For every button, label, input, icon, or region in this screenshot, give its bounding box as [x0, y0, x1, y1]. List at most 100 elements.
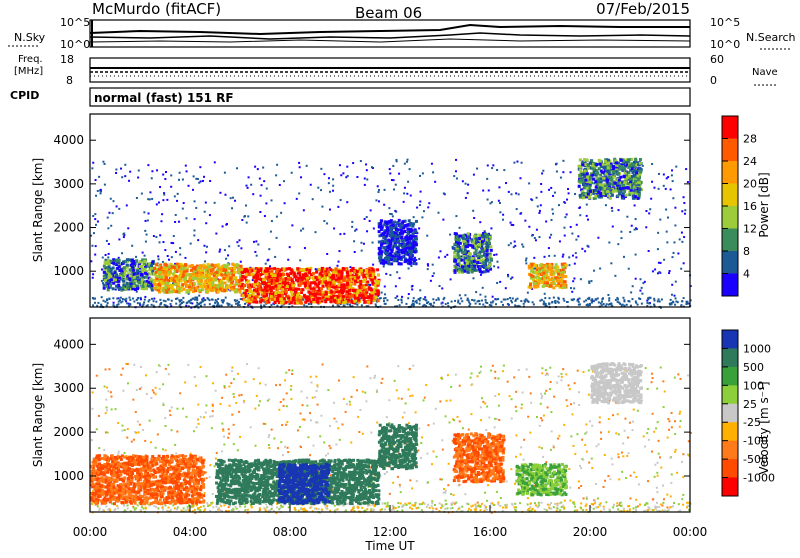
echo-cell: [158, 271, 161, 274]
noise-echo: [648, 250, 650, 252]
echo-cell: [312, 298, 315, 301]
ground-scatter-echo: [303, 304, 305, 306]
noise-echo: [144, 296, 146, 298]
echo-cell: [192, 277, 195, 280]
noise-echo: [194, 218, 196, 220]
colorbar-tick-label: 24: [743, 155, 757, 168]
noise-echo: [107, 217, 109, 219]
echo-cell: [133, 282, 136, 285]
noise-echo: [381, 292, 383, 294]
noise-echo: [252, 279, 254, 281]
ground-scatter-echo: [610, 302, 612, 304]
echo-cell: [305, 297, 308, 300]
noise-echo: [310, 184, 312, 186]
echo-cell: [216, 274, 219, 277]
ground-scatter-echo: [171, 300, 173, 302]
noise-echo: [204, 211, 206, 213]
noise-echo: [462, 180, 464, 182]
noise-echo: [531, 235, 533, 237]
ground-scatter-echo: [106, 304, 108, 306]
noise-echo: [412, 285, 414, 287]
echo-cell: [144, 283, 147, 286]
noise-echo: [666, 231, 668, 233]
echo-cell: [480, 255, 483, 258]
echo-cell: [615, 161, 618, 164]
echo-cell: [337, 280, 340, 283]
noise-echo: [649, 208, 651, 210]
noise-echo: [349, 266, 351, 268]
echo-cell: [117, 262, 120, 265]
echo-cell: [132, 285, 135, 288]
echo-cell: [632, 182, 635, 185]
noise-echo: [515, 410, 517, 412]
noise-echo: [684, 209, 686, 211]
noise-echo: [340, 174, 342, 176]
echo-cell: [324, 277, 327, 280]
ground-scatter-echo: [447, 302, 449, 304]
freq-label-line1: Freq.: [18, 54, 43, 65]
echo-cell: [466, 262, 469, 265]
noise-echo: [548, 247, 550, 249]
ground-scatter-echo: [196, 302, 198, 304]
noise-echo: [685, 168, 687, 170]
ground-scatter-echo: [308, 303, 310, 305]
cpid-value: normal (fast) 151 RF: [94, 91, 234, 105]
ground-scatter-echo: [231, 305, 233, 307]
noise-echo: [371, 166, 373, 168]
ground-scatter-echo: [349, 304, 351, 306]
noise-echo: [568, 192, 570, 194]
ground-scatter-echo: [475, 303, 477, 305]
echo-cell: [279, 284, 282, 287]
echo-cell: [346, 270, 349, 273]
noise-echo: [389, 274, 391, 276]
noise-echo: [630, 291, 632, 293]
echo-cell: [175, 290, 178, 293]
echo-cell: [182, 267, 185, 270]
ground-scatter-echo: [457, 300, 459, 302]
echo-cell: [639, 162, 642, 165]
ground-scatter-echo: [126, 302, 128, 304]
ground-scatter-echo: [587, 303, 589, 305]
noise-echo: [336, 421, 338, 423]
echo-cell: [224, 269, 227, 272]
echo-cell: [230, 281, 233, 284]
noise-echo: [291, 224, 293, 226]
noise-echo: [403, 192, 405, 194]
noise-echo: [179, 247, 181, 249]
echo-cell: [235, 279, 238, 282]
echo-cell: [117, 280, 120, 283]
echo-cell: [195, 277, 198, 280]
echo-cell: [374, 293, 377, 296]
noise-echo: [521, 243, 523, 245]
echo-cell: [270, 286, 273, 289]
noise-echo: [488, 189, 490, 191]
noise-echo: [332, 185, 334, 187]
noise-echo: [104, 184, 106, 186]
echo-cell: [588, 196, 591, 199]
echo-cell: [634, 158, 637, 161]
echo-cell: [185, 264, 188, 267]
noise-echo: [143, 211, 145, 213]
ground-scatter-echo: [583, 301, 585, 303]
noise-echo: [156, 169, 158, 171]
echo-cell: [308, 284, 311, 287]
echo-cell: [164, 286, 167, 289]
echo-cell: [217, 290, 220, 293]
ground-scatter-echo: [591, 298, 593, 300]
echo-cell: [409, 244, 412, 247]
echo-cell: [624, 172, 627, 175]
noise-echo: [542, 456, 544, 458]
noise-echo: [635, 278, 637, 280]
noise-echo: [363, 243, 365, 245]
noise-echo: [551, 208, 553, 210]
ground-scatter-echo: [379, 297, 381, 299]
noise-echo: [473, 174, 475, 176]
echo-cell: [409, 253, 412, 256]
noise-echo: [222, 225, 224, 227]
noise-echo: [651, 181, 653, 183]
noise-echo: [537, 205, 539, 207]
noise-echo: [372, 264, 374, 266]
noise-echo: [276, 216, 278, 218]
echo-cell: [534, 276, 537, 279]
echo-cell: [103, 271, 106, 274]
